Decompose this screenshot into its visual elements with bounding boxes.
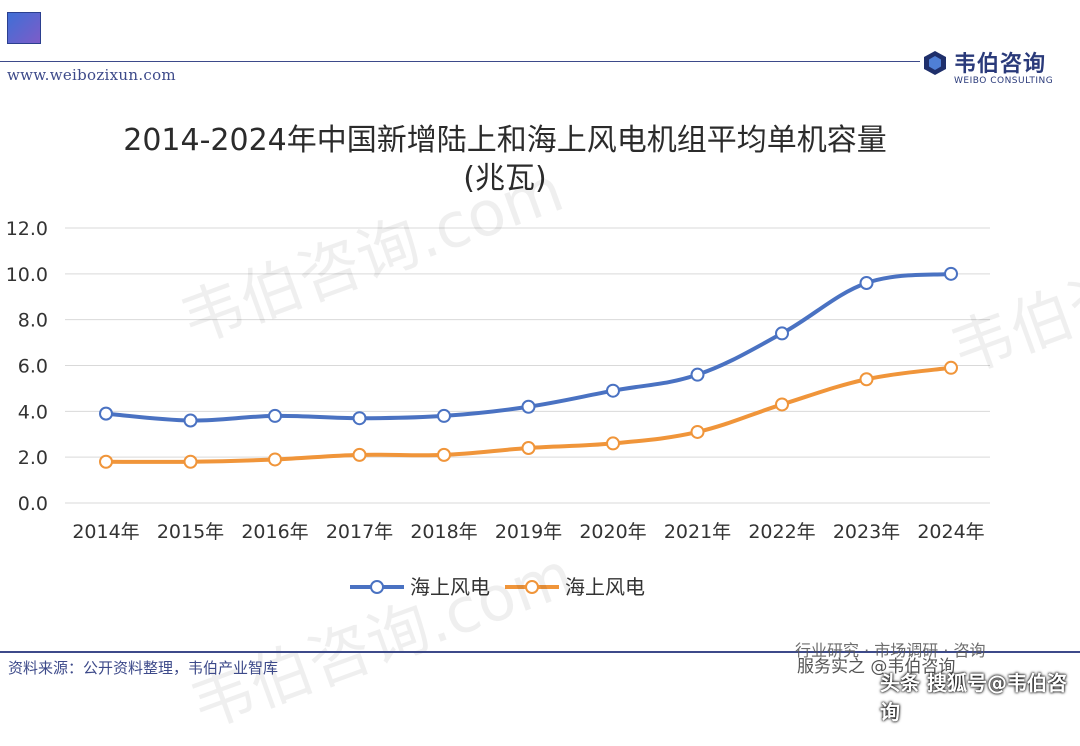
y-tick-label: 4.0 (18, 401, 48, 423)
x-tick-label: 2020年 (579, 521, 646, 543)
data-point-series-2 (606, 436, 620, 451)
data-point-series-1 (437, 408, 451, 423)
brand-subtitle: WEIBO CONSULTING (954, 76, 1054, 86)
data-point-series-1 (775, 326, 789, 341)
data-point-series-2 (268, 452, 282, 467)
y-tick-label: 6.0 (18, 356, 48, 378)
y-tick-label: 2.0 (18, 447, 48, 469)
logo-square (7, 12, 41, 44)
brand-hexagon-icon (924, 51, 946, 75)
legend-label-1: 海上风电 (410, 575, 490, 599)
y-tick-label: 0.0 (18, 493, 48, 515)
data-point-series-1 (606, 383, 620, 398)
data-point-series-1 (859, 276, 874, 290)
data-point-series-2 (775, 397, 789, 412)
data-point-series-2 (183, 454, 198, 469)
data-point-series-1 (521, 399, 536, 414)
footer-tagline: 行业研究 · 市场调研 · 咨询 (795, 641, 986, 660)
data-point-series-1 (690, 367, 705, 382)
chart-title-line2: (兆瓦) (463, 161, 547, 196)
data-point-series-2 (99, 454, 113, 469)
data-point-series-1 (944, 266, 958, 281)
y-tick-label: 8.0 (18, 310, 48, 332)
footer-rule (0, 651, 1080, 653)
data-point-series-1 (352, 411, 367, 426)
data-point-series-2 (690, 424, 705, 439)
data-point-series-2 (437, 447, 451, 462)
x-tick-label: 2017年 (326, 521, 393, 543)
x-tick-label: 2019年 (495, 521, 562, 543)
data-point-series-1 (268, 408, 282, 423)
x-tick-label: 2021年 (664, 521, 731, 543)
legend-marker-1 (370, 580, 384, 594)
wechat-overlay: 服务实之 @韦伯咨询 (797, 657, 956, 677)
site-url: www.weibozixun.com (7, 66, 176, 84)
source-note: 资料来源：公开资料整理，韦伯产业智库 (8, 659, 279, 677)
brand-logo: 韦伯咨询 WEIBO CONSULTING (922, 44, 1072, 92)
x-tick-label: 2018年 (410, 521, 477, 543)
x-tick-label: 2016年 (241, 521, 308, 543)
line-chart: 0.0 2.0 4.0 6.0 8.0 10.0 12.0 2014年 2015年 2016年 2… (6, 218, 990, 599)
brand-name: 韦伯咨询 (954, 51, 1047, 77)
x-tick-label: 2024年 (917, 521, 984, 543)
legend-label-2: 海上风电 (565, 575, 645, 599)
legend-marker-2 (525, 580, 539, 594)
chart-title-line1: 2014-2024年中国新增陆上和海上风电机组平均单机容量 (123, 123, 887, 158)
data-point-series-1 (99, 406, 113, 421)
platform-overlay: 头条 搜狐号@韦伯咨询 (880, 671, 1067, 724)
x-tick-label: 2023年 (833, 521, 900, 543)
x-tick-label: 2014年 (72, 521, 139, 543)
data-point-series-2 (859, 372, 874, 387)
y-tick-label: 10.0 (6, 264, 48, 286)
x-tick-label: 2022年 (748, 521, 815, 543)
data-point-series-2 (352, 447, 367, 462)
y-tick-label: 12.0 (6, 218, 48, 240)
data-point-series-2 (521, 441, 536, 455)
data-point-series-1 (183, 413, 198, 428)
x-tick-label: 2015年 (157, 521, 224, 543)
chart-title: 2014-2024年中国新增陆上和海上风电机组平均单机容量 (兆瓦) (0, 122, 1010, 198)
data-point-series-2 (944, 360, 958, 375)
header-rule (0, 61, 920, 62)
series-line-1 (104, 271, 953, 423)
